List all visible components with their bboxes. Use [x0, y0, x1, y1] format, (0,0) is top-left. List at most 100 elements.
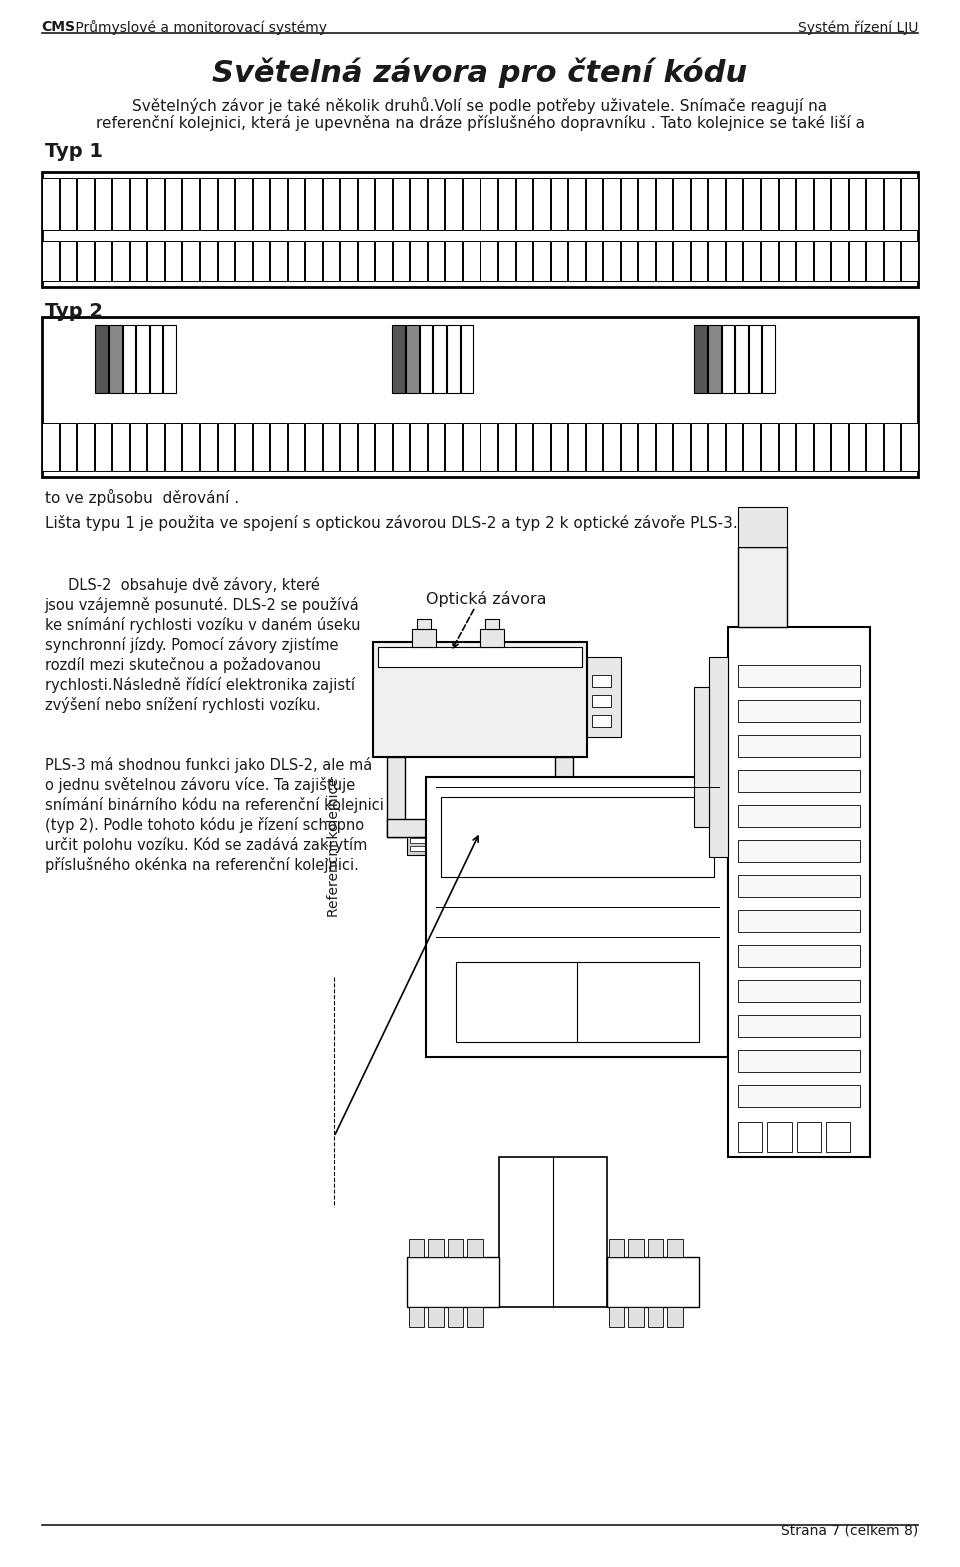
- Bar: [270, 241, 287, 280]
- Bar: [603, 241, 620, 280]
- Bar: [738, 700, 860, 722]
- Bar: [738, 1122, 762, 1152]
- Text: Průmyslové a monitorovací systémy: Průmyslové a monitorovací systémy: [71, 20, 327, 34]
- Bar: [235, 423, 252, 472]
- Bar: [182, 179, 199, 230]
- Bar: [377, 647, 583, 668]
- Bar: [607, 1257, 699, 1307]
- Bar: [456, 962, 699, 1042]
- Bar: [826, 1122, 851, 1152]
- Bar: [568, 241, 585, 280]
- Bar: [866, 423, 883, 472]
- Bar: [638, 423, 655, 472]
- Bar: [42, 241, 59, 280]
- Bar: [762, 324, 775, 393]
- Bar: [738, 874, 860, 896]
- Bar: [813, 241, 830, 280]
- Bar: [468, 1239, 483, 1257]
- Bar: [409, 1307, 424, 1327]
- Bar: [797, 1122, 821, 1152]
- Bar: [252, 179, 269, 230]
- Bar: [200, 179, 217, 230]
- Bar: [428, 241, 444, 280]
- Bar: [849, 179, 865, 230]
- Bar: [738, 769, 860, 791]
- Bar: [866, 241, 883, 280]
- Bar: [761, 241, 778, 280]
- Bar: [407, 837, 428, 856]
- Bar: [447, 324, 460, 393]
- Text: Typ 1: Typ 1: [45, 143, 103, 161]
- Text: jsou vzájemně posunuté. DLS-2 se používá: jsou vzájemně posunuté. DLS-2 se používá: [45, 597, 359, 613]
- Bar: [586, 179, 602, 230]
- Bar: [516, 241, 532, 280]
- Bar: [884, 423, 900, 472]
- Bar: [735, 324, 748, 393]
- Text: DLS-2  obsahuje dvě závory, které: DLS-2 obsahuje dvě závory, které: [45, 577, 320, 592]
- Bar: [738, 547, 787, 627]
- Text: Typ 2: Typ 2: [45, 302, 103, 321]
- Bar: [407, 1257, 499, 1307]
- Bar: [112, 241, 129, 280]
- Bar: [603, 179, 620, 230]
- Bar: [406, 324, 419, 393]
- Bar: [441, 798, 713, 878]
- Bar: [761, 179, 778, 230]
- Bar: [533, 179, 550, 230]
- Bar: [95, 423, 111, 472]
- Bar: [592, 675, 612, 686]
- Bar: [108, 324, 122, 393]
- Text: Lišta typu 1 je použita ve spojení s optickou závorou DLS-2 a typ 2 k optické zá: Lišta typu 1 je použita ve spojení s opt…: [45, 516, 737, 531]
- Bar: [270, 423, 287, 472]
- Bar: [568, 179, 585, 230]
- Bar: [77, 423, 94, 472]
- Bar: [375, 241, 392, 280]
- Bar: [136, 324, 149, 393]
- Bar: [182, 423, 199, 472]
- Bar: [621, 423, 637, 472]
- Bar: [323, 423, 339, 472]
- Bar: [409, 1239, 424, 1257]
- Bar: [393, 423, 409, 472]
- Bar: [148, 179, 164, 230]
- Bar: [813, 423, 830, 472]
- Text: referenční kolejnici, která je upevněna na dráze příslušného dopravníku . Tato k: referenční kolejnici, která je upevněna …: [95, 114, 865, 132]
- Bar: [516, 179, 532, 230]
- Bar: [42, 423, 59, 472]
- Bar: [428, 1307, 444, 1327]
- Bar: [866, 179, 883, 230]
- Bar: [410, 179, 427, 230]
- Bar: [445, 241, 462, 280]
- Bar: [738, 979, 860, 1001]
- Bar: [165, 179, 181, 230]
- Bar: [779, 179, 795, 230]
- Bar: [428, 179, 444, 230]
- Bar: [761, 423, 778, 472]
- Bar: [743, 241, 760, 280]
- Bar: [218, 423, 234, 472]
- Bar: [738, 1050, 860, 1072]
- Bar: [130, 241, 147, 280]
- Bar: [393, 324, 405, 393]
- Text: ke snímání rychlosti vozíku v daném úseku: ke snímání rychlosti vozíku v daném úsek…: [45, 617, 360, 633]
- Bar: [393, 241, 409, 280]
- Bar: [388, 820, 572, 837]
- Bar: [218, 241, 234, 280]
- Bar: [743, 179, 760, 230]
- Bar: [165, 423, 181, 472]
- Bar: [485, 619, 499, 628]
- Text: Optická závora: Optická závora: [426, 591, 547, 606]
- Bar: [323, 179, 339, 230]
- Bar: [603, 423, 620, 472]
- Bar: [112, 423, 129, 472]
- Bar: [426, 777, 729, 1058]
- Bar: [621, 179, 637, 230]
- Bar: [708, 324, 721, 393]
- Text: Referenční kolejnice: Referenční kolejnice: [326, 777, 341, 917]
- Bar: [628, 1239, 643, 1257]
- Bar: [673, 179, 690, 230]
- Bar: [463, 241, 479, 280]
- Bar: [849, 423, 865, 472]
- Text: zvýšení nebo snížení rychlosti vozíku.: zvýšení nebo snížení rychlosti vozíku.: [45, 697, 321, 713]
- Text: synchronní jízdy. Pomocí závory zjistíme: synchronní jízdy. Pomocí závory zjistíme: [45, 638, 338, 653]
